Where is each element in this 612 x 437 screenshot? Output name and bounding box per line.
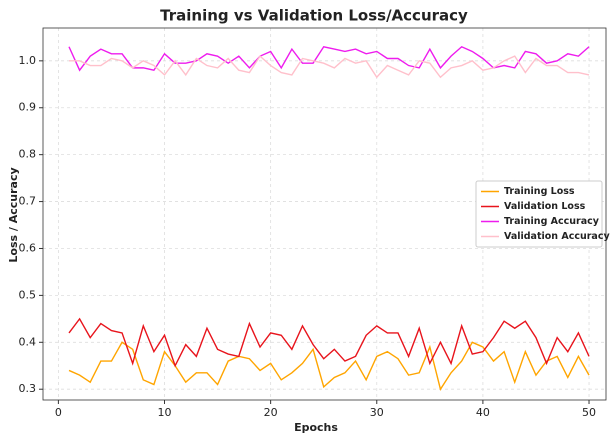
x-tick-label: 10 [158, 406, 172, 419]
y-tick-label: 0.4 [19, 335, 37, 348]
line-series [68, 317, 590, 368]
legend-label: Validation Loss [504, 201, 586, 212]
y-tick-label: 0.9 [19, 101, 37, 114]
x-tick-label: 40 [476, 406, 490, 419]
plot-frame [42, 27, 607, 401]
x-tick-label: 50 [582, 406, 596, 419]
line-series [69, 55, 590, 79]
x-tick-label: 0 [55, 406, 62, 419]
x-tick-label: 30 [370, 406, 384, 419]
legend-label: Training Loss [504, 186, 575, 197]
x-axis-label: Epochs [294, 421, 338, 434]
y-tick-label: 0.6 [19, 241, 37, 254]
y-tick-label: 0.8 [19, 148, 37, 161]
y-tick-label: 1.0 [19, 54, 37, 67]
legend-box [475, 180, 603, 248]
x-tick-label: 20 [264, 406, 278, 419]
y-tick-label: 0.3 [19, 382, 37, 395]
y-axis-label: Loss / Accuracy [7, 167, 20, 262]
legend-label: Training Accuracy [504, 216, 600, 227]
y-tick-label: 0.7 [19, 195, 37, 208]
chart-title: Training vs Validation Loss/Accuracy [160, 7, 468, 25]
line-series [68, 341, 590, 391]
legend-label: Validation Accuracy [504, 231, 610, 242]
y-tick-label: 0.5 [19, 288, 37, 301]
